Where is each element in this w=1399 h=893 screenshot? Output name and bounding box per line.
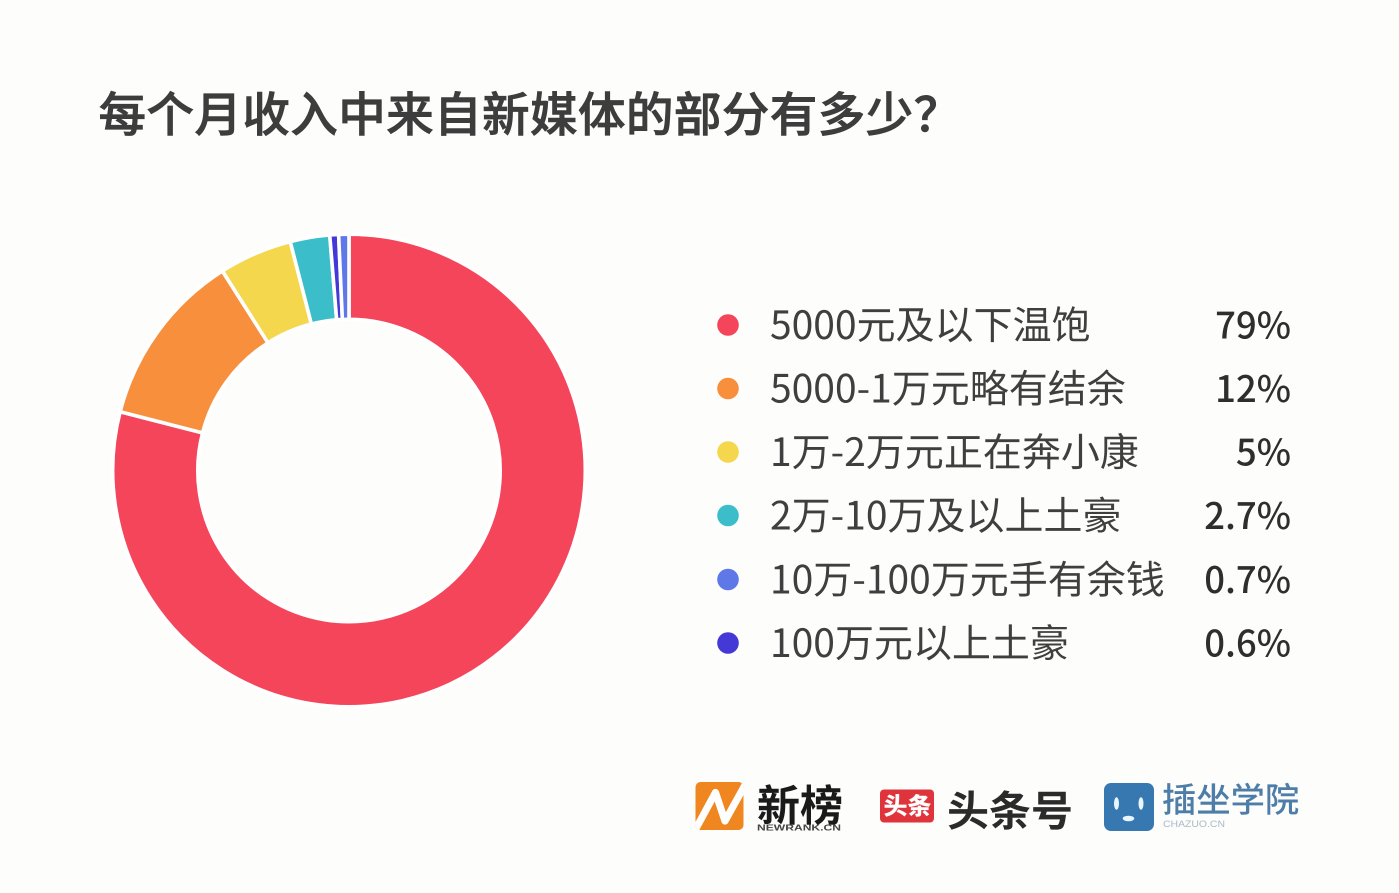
svg-text:NEWRANK.CN: NEWRANK.CN: [757, 823, 841, 833]
svg-text:CHAZUO.CN: CHAZUO.CN: [1163, 819, 1225, 829]
